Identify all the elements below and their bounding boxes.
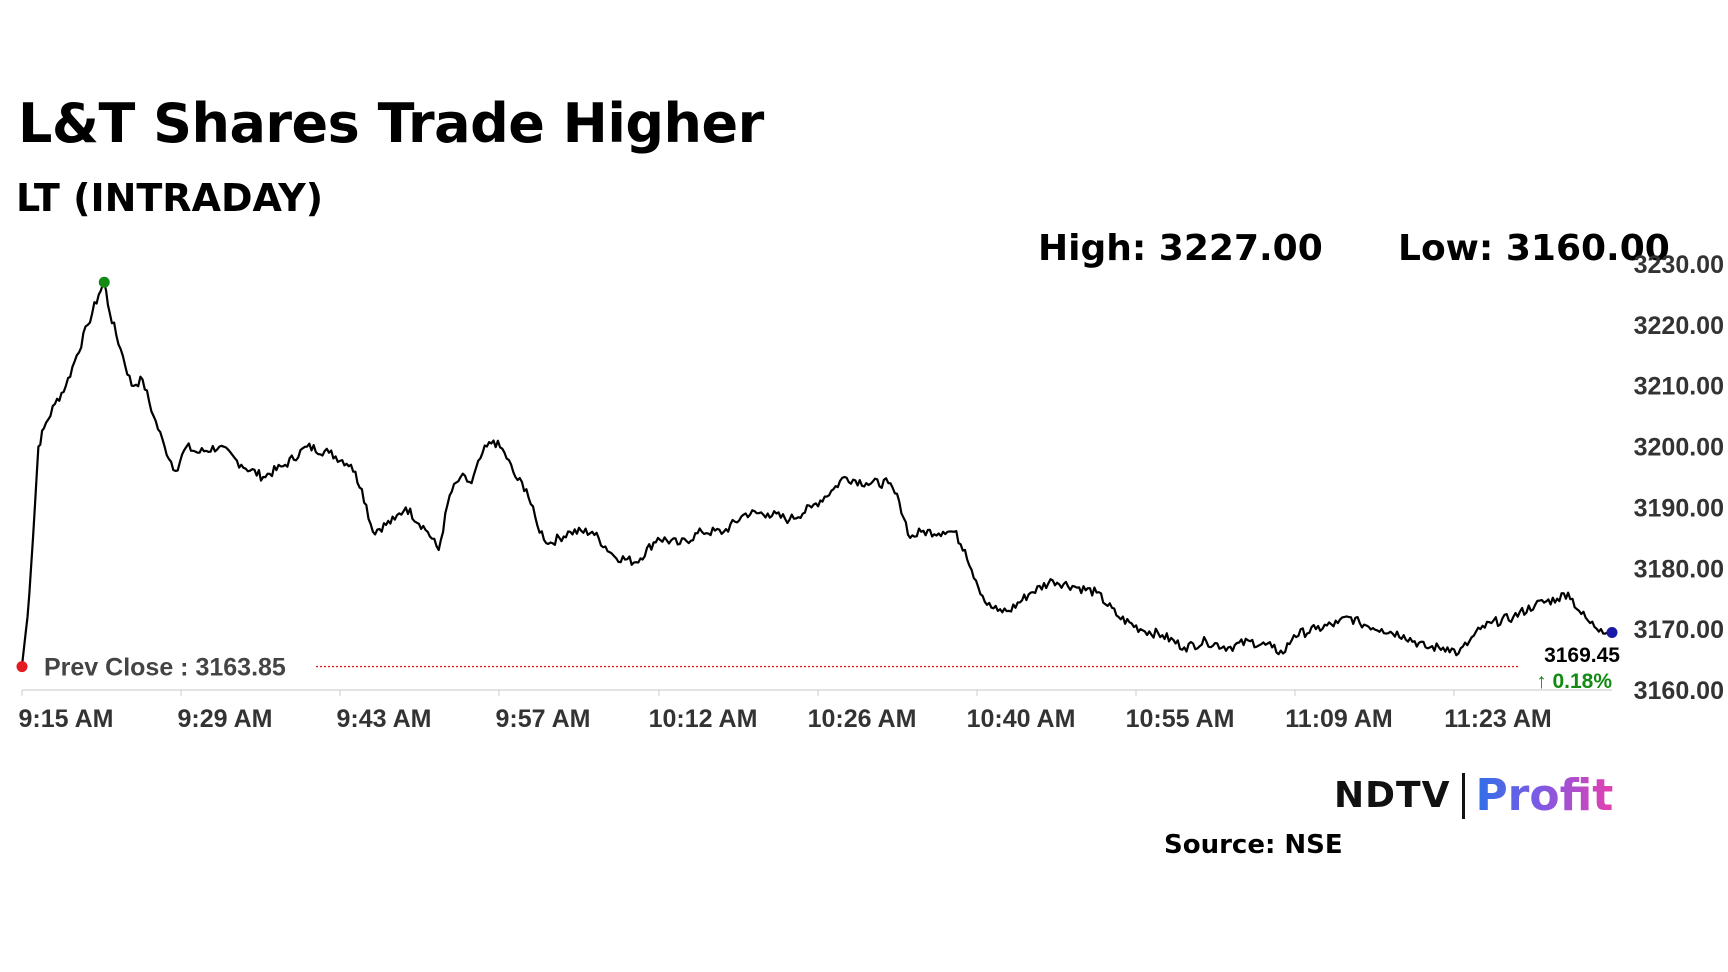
y-tick-label: 3160.00	[1634, 677, 1724, 705]
y-tick-label: 3180.00	[1634, 555, 1724, 583]
price-line-layer	[20, 281, 1613, 666]
price-line	[20, 281, 1613, 666]
source-note: Source: NSE	[1164, 830, 1343, 860]
day-low-stat: Low: 3160.00	[1398, 228, 1670, 269]
x-tick-label: 10:12 AM	[649, 705, 758, 733]
change-percent-label: ↑ 0.18%	[1536, 670, 1612, 693]
brand-separator	[1462, 772, 1466, 819]
prev-close-layer: Prev Close : 3163.85	[44, 654, 1520, 682]
day-high-stat: High: 3227.00	[1038, 228, 1323, 269]
y-tick-label: 3190.00	[1634, 494, 1724, 522]
last-price-label: 3169.45	[1544, 644, 1620, 667]
y-tick-label: 3170.00	[1634, 616, 1724, 644]
x-tick-label: 11:23 AM	[1444, 705, 1551, 733]
x-tick-label: 10:55 AM	[1126, 705, 1235, 733]
y-tick-label: 3230.00	[1634, 251, 1724, 279]
brand-ndtv-text: NDTV	[1334, 775, 1451, 816]
ndtv-profit-logo: NDTV Profit	[1334, 770, 1613, 826]
prev-close-label: Prev Close : 3163.85	[44, 654, 286, 682]
x-tick-label: 11:09 AM	[1285, 705, 1392, 733]
y-tick-label: 3200.00	[1634, 434, 1724, 462]
label-layer: 3169.45 ↑ 0.18%	[1536, 644, 1620, 693]
last-price-marker	[1606, 626, 1618, 638]
x-tick-label: 10:26 AM	[808, 705, 917, 733]
y-tick-label: 3220.00	[1634, 312, 1724, 340]
x-tick-label: 10:40 AM	[967, 705, 1076, 733]
x-tick-label: 9:43 AM	[337, 705, 432, 733]
x-tick-label: 9:15 AM	[19, 705, 114, 733]
open-marker	[16, 661, 28, 673]
chart-subtitle: LT (INTRADAY)	[16, 176, 324, 220]
x-tick-label: 9:57 AM	[496, 705, 591, 733]
chart-title: L&T Shares Trade Higher	[18, 92, 764, 155]
x-tick-label: 9:29 AM	[178, 705, 273, 733]
y-tick-label: 3210.00	[1634, 373, 1724, 401]
axes-layer: 9:15 AM 9:29 AM 9:43 AM 9:57 AM 10:12 AM 10:2…	[19, 251, 1724, 733]
marker-layer	[16, 276, 1618, 673]
brand-profit-text: Profit	[1475, 770, 1614, 821]
day-high-marker	[98, 276, 110, 288]
